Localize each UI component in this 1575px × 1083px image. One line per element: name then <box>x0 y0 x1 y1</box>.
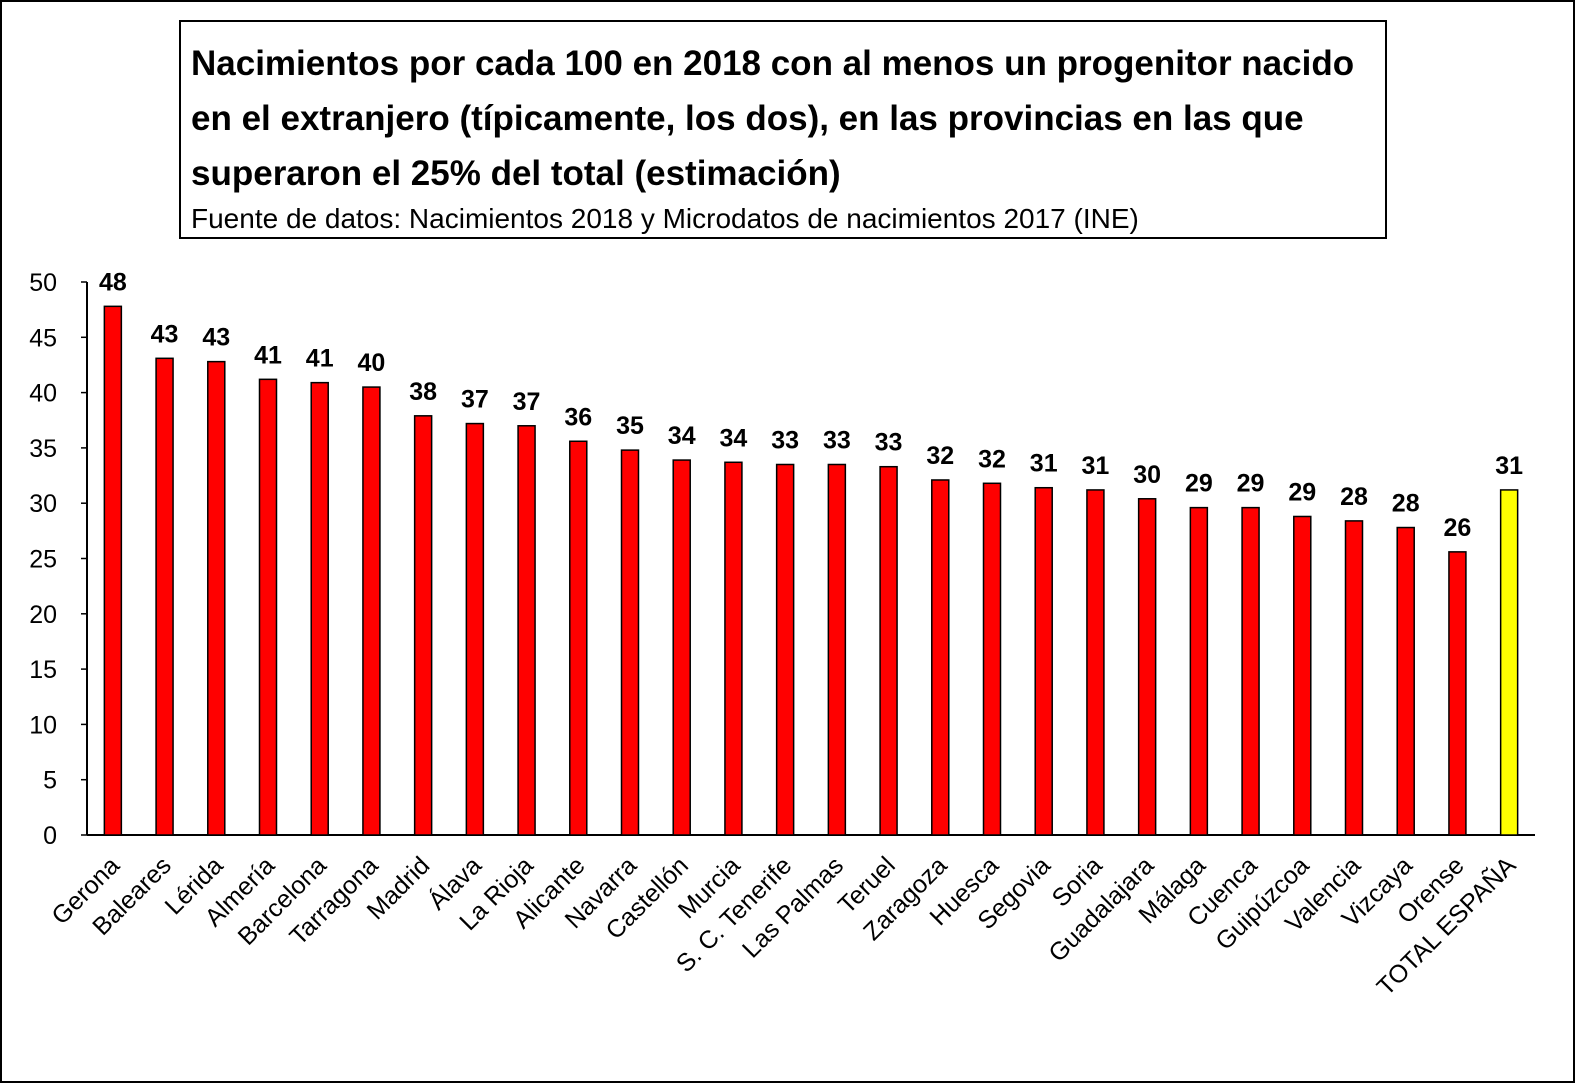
data-label: 29 <box>1185 470 1213 498</box>
bar <box>1344 520 1364 836</box>
data-label: 30 <box>1133 461 1161 489</box>
data-label: 28 <box>1392 490 1420 518</box>
bar <box>413 415 433 836</box>
data-label: 31 <box>1495 452 1523 480</box>
data-label: 40 <box>358 349 386 377</box>
bar <box>1034 486 1053 836</box>
data-label: 29 <box>1237 470 1265 498</box>
data-label: 32 <box>978 445 1006 473</box>
bar <box>1086 489 1105 836</box>
data-label: 36 <box>564 403 592 431</box>
data-label: 43 <box>151 320 179 348</box>
bar <box>931 479 950 836</box>
bar <box>258 378 278 836</box>
data-label: 34 <box>668 422 696 450</box>
bar <box>1137 498 1157 836</box>
data-label: 26 <box>1444 514 1472 542</box>
title-box: Nacimientos por cada 100 en 2018 con al … <box>179 20 1387 239</box>
y-tick-label: 50 <box>29 269 57 297</box>
data-label: 38 <box>409 378 437 406</box>
bar <box>207 360 226 836</box>
data-label: 31 <box>1030 450 1058 478</box>
data-label: 33 <box>875 429 903 457</box>
bar <box>879 465 898 836</box>
y-tick-label: 30 <box>29 490 57 518</box>
bar <box>775 463 795 836</box>
y-tick-label: 10 <box>29 711 57 739</box>
y-tick-label: 15 <box>29 656 57 684</box>
data-label: 37 <box>461 386 489 414</box>
bar <box>1241 506 1260 836</box>
data-label: 32 <box>926 442 954 470</box>
y-tick-label: 45 <box>29 324 57 352</box>
bar <box>1396 526 1415 836</box>
chart-subtitle: Fuente de datos: Nacimientos 2018 y Micr… <box>191 203 1139 234</box>
y-tick-label: 40 <box>29 380 57 408</box>
bar <box>1293 515 1312 836</box>
bar <box>310 381 329 836</box>
data-label: 33 <box>823 426 851 454</box>
bar <box>155 357 174 836</box>
bar <box>827 463 847 836</box>
bar <box>1448 551 1467 836</box>
bar <box>362 386 381 836</box>
y-tick-label: 5 <box>43 767 57 795</box>
bar <box>724 461 743 836</box>
bar <box>672 459 691 836</box>
y-tick-label: 20 <box>29 601 57 629</box>
data-label: 35 <box>616 412 644 440</box>
data-label: 33 <box>771 426 799 454</box>
y-tick-label: 25 <box>29 546 57 574</box>
data-label: 48 <box>99 268 127 296</box>
bar <box>103 305 123 836</box>
bar <box>620 449 640 836</box>
y-tick-label: 35 <box>29 435 57 463</box>
bar <box>1189 506 1209 836</box>
data-label: 41 <box>254 341 282 369</box>
data-label: 31 <box>1082 452 1110 480</box>
bar <box>1499 489 1519 836</box>
data-label: 37 <box>513 388 541 416</box>
bar <box>517 425 536 836</box>
data-label: 34 <box>720 424 748 452</box>
data-label: 28 <box>1340 483 1368 511</box>
data-label: 41 <box>306 345 334 373</box>
chart-title: Nacimientos por cada 100 en 2018 con al … <box>191 44 1355 193</box>
data-label: 43 <box>202 324 230 352</box>
bar <box>465 422 485 836</box>
bar <box>569 440 588 836</box>
data-label: 29 <box>1288 478 1316 506</box>
bar <box>982 482 1002 836</box>
y-tick-label: 0 <box>43 822 57 850</box>
